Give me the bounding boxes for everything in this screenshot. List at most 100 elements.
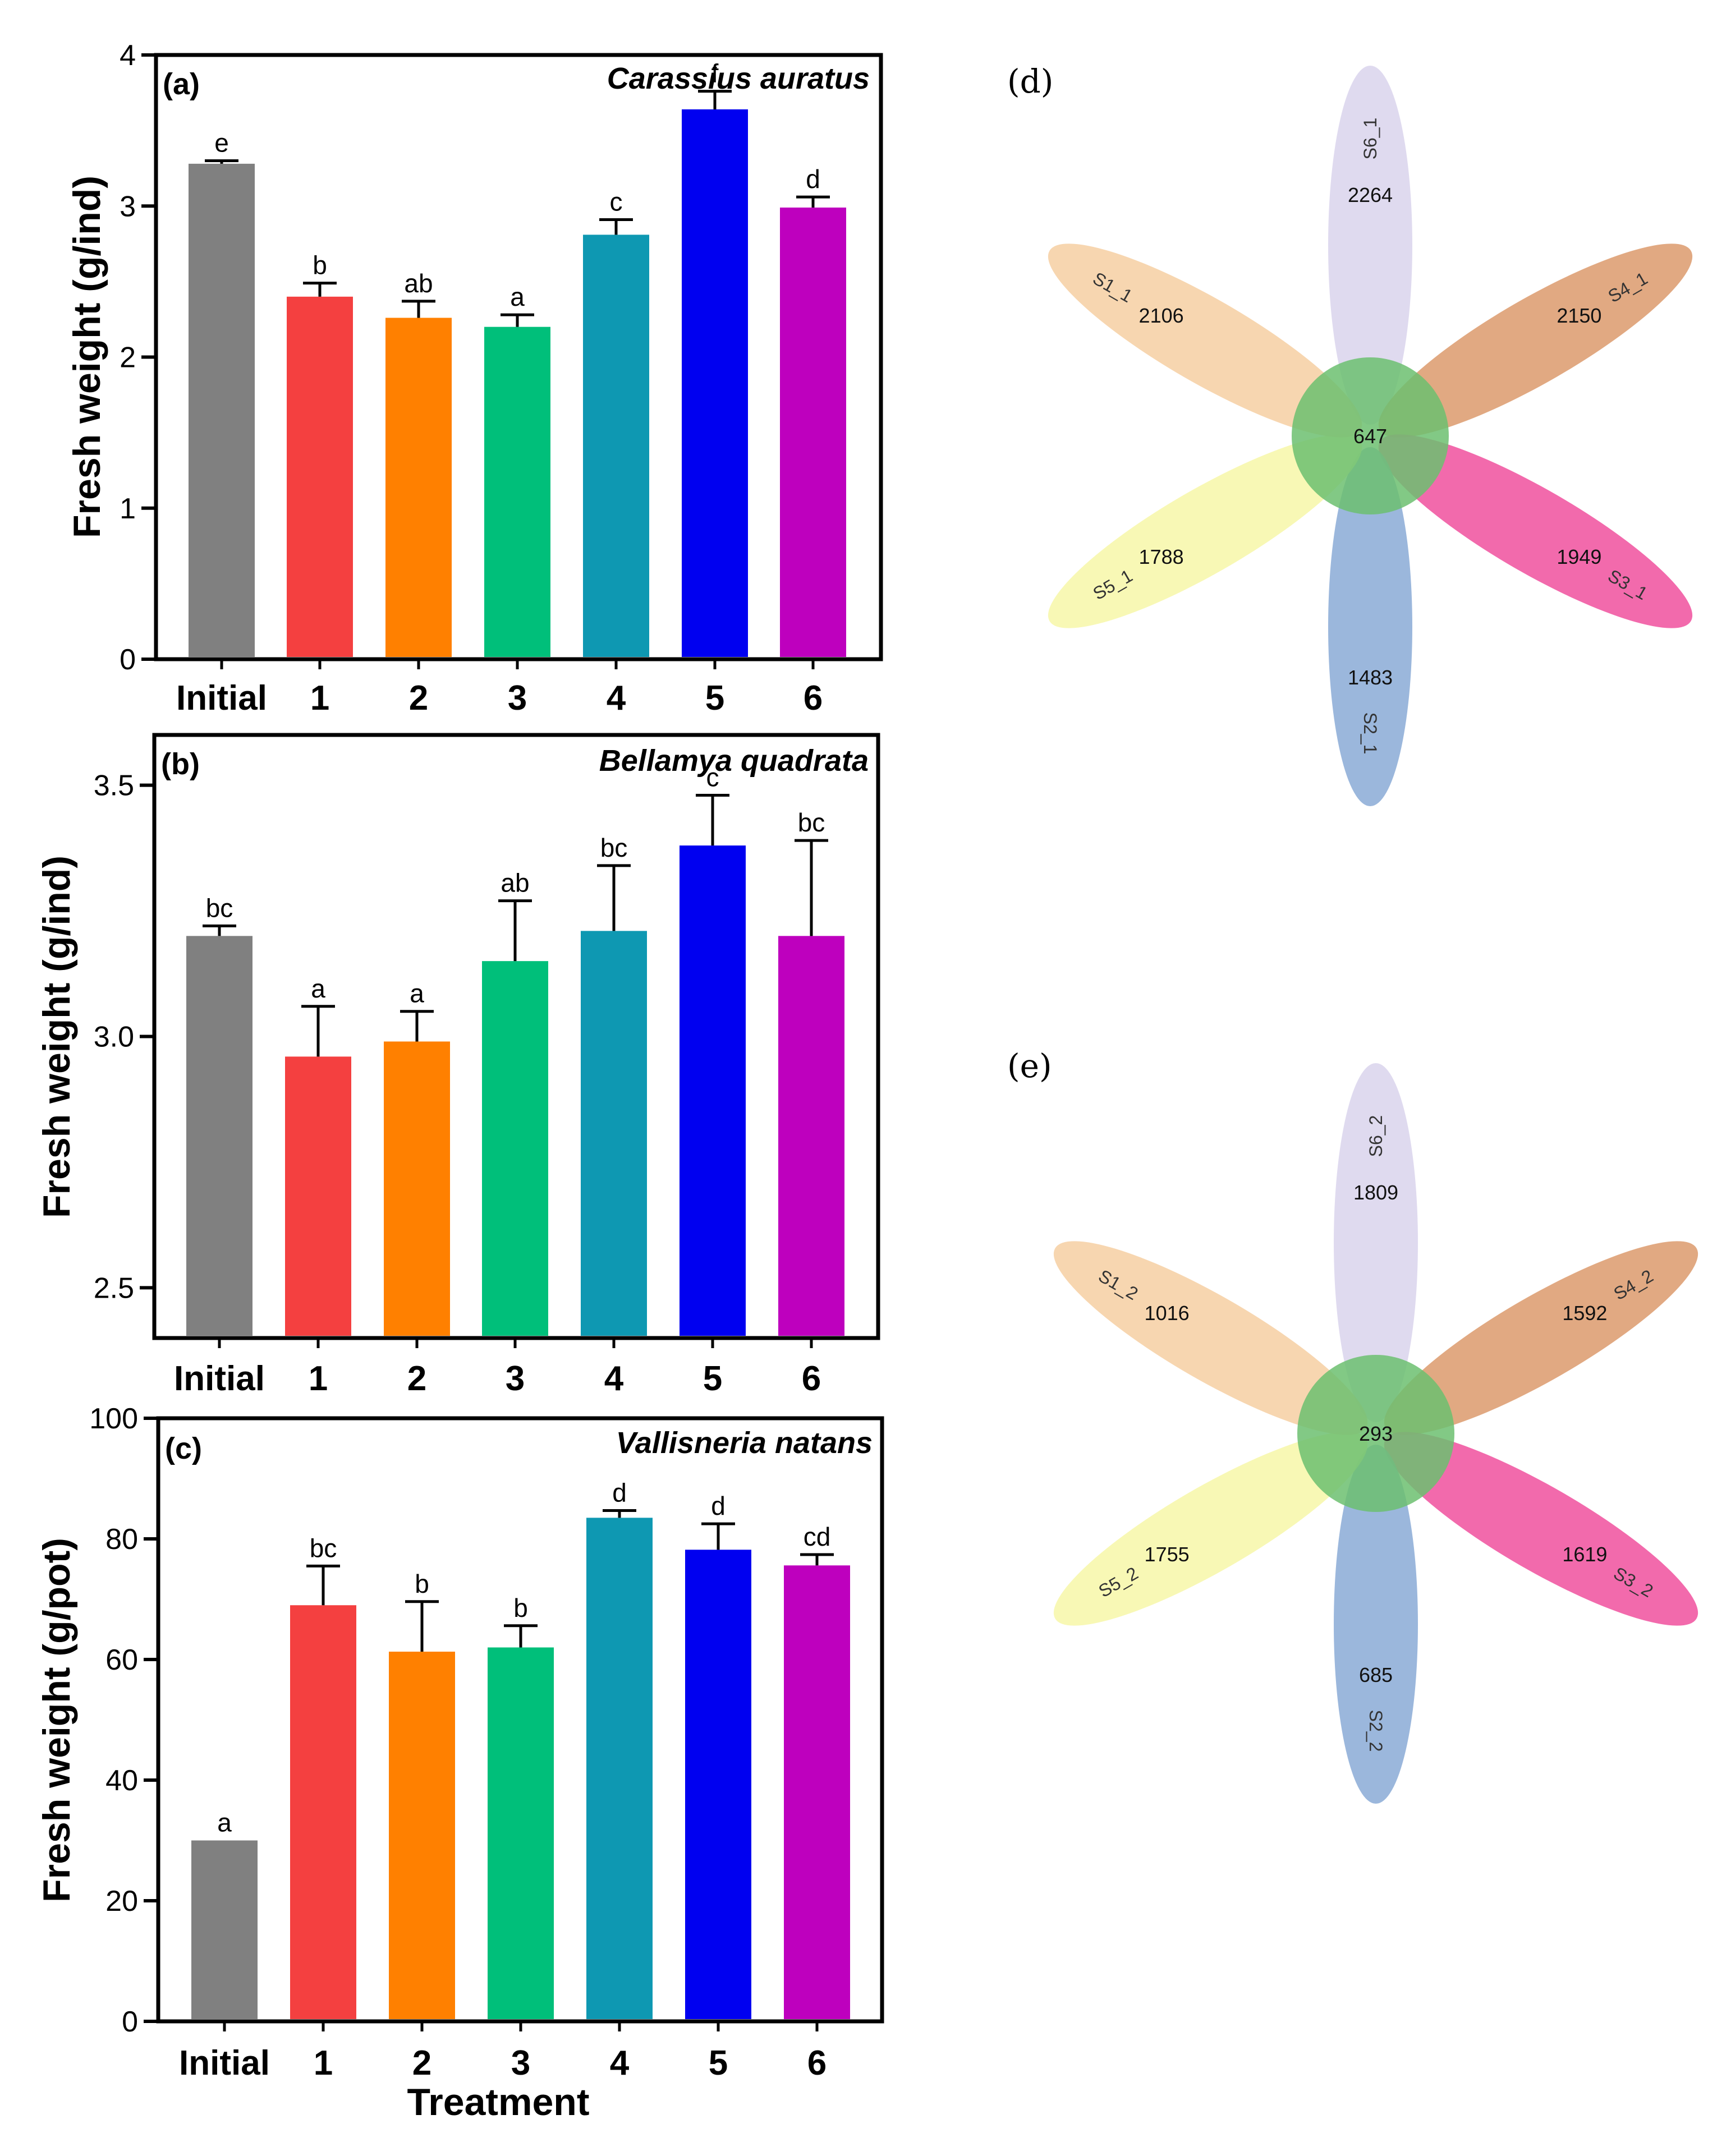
bar-2: [385, 318, 452, 657]
bar-1: [287, 296, 353, 657]
significance-label: c: [610, 187, 623, 216]
y-axis-label-a: Fresh weight (g/ind): [66, 176, 108, 538]
bar-4: [586, 1518, 653, 2019]
venn-core: [1297, 1355, 1454, 1512]
significance-label: b: [513, 1593, 528, 1622]
y-tick-label: 2: [120, 342, 136, 374]
significance-label: bc: [310, 1533, 337, 1562]
x-tick-label: 5: [705, 679, 724, 718]
significance-label: d: [711, 1491, 726, 1520]
bars-c: a Initial bc 1 b 2 b 3 d 4 d 5 cd 6: [179, 1478, 850, 2083]
bar-1: [285, 1056, 351, 1336]
significance-label: a: [510, 282, 525, 311]
bar-6: [780, 207, 846, 657]
x-tick-label: 1: [314, 2044, 333, 2083]
y-ticks-b: 2.5 3.0 3.5: [94, 770, 154, 1304]
y-ticks-c: 0 20 40 60 80 100: [89, 1403, 158, 2038]
significance-label: e: [214, 128, 229, 157]
x-tick-label: 3: [511, 2044, 530, 2083]
bar-chart-b: (b) Bellamya quadrata Fresh weight (g/in…: [35, 733, 880, 1398]
y-tick-label: 3.5: [94, 770, 134, 802]
x-tick-label: 6: [807, 2044, 827, 2083]
bar-3: [482, 961, 548, 1336]
panel-label-c: (c): [165, 1432, 202, 1465]
significance-label: ab: [404, 269, 433, 298]
x-tick-label: 6: [804, 679, 823, 718]
bars-a: e Initial b 1 ab 2 a 3 c 4 f 5 d 6: [176, 59, 846, 718]
venn-core: [1292, 357, 1449, 514]
venn-petal-S1_2: [1053, 1241, 1368, 1435]
y-tick-label: 1: [120, 493, 136, 525]
x-tick-label: 4: [607, 679, 626, 718]
significance-label: bc: [206, 893, 233, 922]
venn-petal-S2_1: [1328, 447, 1412, 806]
y-tick-label: 80: [105, 1523, 138, 1556]
x-tick-label: Initial: [174, 1359, 265, 1398]
venn-petal-count: 685: [1359, 1663, 1393, 1686]
venn-petal-count: 1755: [1145, 1543, 1190, 1566]
chart-title-c: Vallisneria natans: [616, 1426, 873, 1460]
x-tick-label: 1: [309, 1359, 328, 1398]
significance-label: ab: [501, 868, 529, 898]
x-tick-label: 5: [709, 2044, 728, 2083]
significance-label: c: [706, 763, 719, 792]
y-tick-label: 0: [120, 643, 136, 676]
significance-label: a: [410, 979, 424, 1008]
venn-set-name: S2_1: [1360, 712, 1380, 755]
bar-6: [778, 936, 844, 1336]
significance-label: bc: [600, 833, 628, 862]
significance-label: b: [313, 251, 327, 280]
venn-petals-e: 2931809S6_21592S4_21619S3_2685S2_21755S5…: [1053, 1063, 1698, 1804]
x-tick-label: Initial: [179, 2044, 270, 2083]
bar-5: [682, 109, 748, 657]
venn-diagram-e: (e) 2931809S6_21592S4_21619S3_2685S2_217…: [1007, 1047, 1698, 1804]
significance-label: f: [711, 59, 719, 88]
venn-petal-S4_2: [1384, 1241, 1698, 1435]
x-tick-label: 2: [412, 2044, 431, 2083]
y-axis-label-b: Fresh weight (g/ind): [35, 856, 78, 1218]
x-tick-label: 2: [407, 1359, 426, 1398]
x-tick-label: 3: [508, 679, 527, 718]
x-axis-label-c: Treatment: [407, 2081, 590, 2123]
x-tick-label: 2: [409, 679, 428, 718]
y-tick-label: 60: [105, 1644, 138, 1676]
bars-b: bc Initial a 1 a 2 ab 3 bc 4 c 5 bc 6: [174, 763, 844, 1398]
venn-petal-count: 1592: [1562, 1302, 1607, 1325]
venn-petal-count: 2264: [1348, 183, 1393, 206]
venn-petal-S3_1: [1378, 434, 1693, 628]
venn-petal-S5_1: [1048, 434, 1362, 628]
x-tick-label: 4: [604, 1359, 624, 1398]
chart-title-b: Bellamya quadrata: [599, 744, 869, 778]
venn-petal-count: 1788: [1139, 545, 1184, 568]
bar-Initial: [189, 163, 255, 657]
venn-petal-S2_2: [1334, 1445, 1418, 1804]
panel-label-e: (e): [1007, 1047, 1052, 1085]
x-tick-label: 3: [506, 1359, 525, 1398]
y-tick-label: 4: [120, 39, 136, 72]
venn-petal-count: 1809: [1353, 1181, 1398, 1204]
venn-petal-S6_2: [1334, 1063, 1418, 1422]
significance-label: d: [612, 1478, 627, 1507]
bar-4: [581, 931, 647, 1336]
y-axis-label-c: Fresh weight (g/pot): [35, 1538, 78, 1902]
venn-core-count: 647: [1353, 425, 1387, 448]
bar-1: [290, 1605, 356, 2019]
venn-petal-S5_2: [1053, 1432, 1368, 1626]
venn-set-name: S6_2: [1366, 1115, 1386, 1157]
y-tick-label: 2.5: [94, 1272, 134, 1304]
venn-petal-S3_2: [1384, 1432, 1698, 1626]
significance-label: bc: [798, 808, 825, 837]
venn-petal-count: 1016: [1145, 1302, 1190, 1325]
y-tick-label: 20: [105, 1885, 138, 1918]
significance-label: cd: [804, 1522, 831, 1551]
x-tick-label: 1: [310, 679, 329, 718]
venn-set-name: S2_2: [1366, 1710, 1386, 1752]
panel-label-a: (a): [163, 67, 200, 101]
bar-5: [680, 845, 746, 1336]
venn-petal-count: 1949: [1557, 545, 1601, 568]
venn-petals-d: 6472264S6_12150S4_11949S3_11483S2_11788S…: [1048, 66, 1693, 806]
venn-petal-S4_1: [1378, 243, 1693, 438]
x-tick-label: 6: [802, 1359, 821, 1398]
significance-label: a: [311, 974, 325, 1003]
significance-label: d: [806, 164, 820, 194]
